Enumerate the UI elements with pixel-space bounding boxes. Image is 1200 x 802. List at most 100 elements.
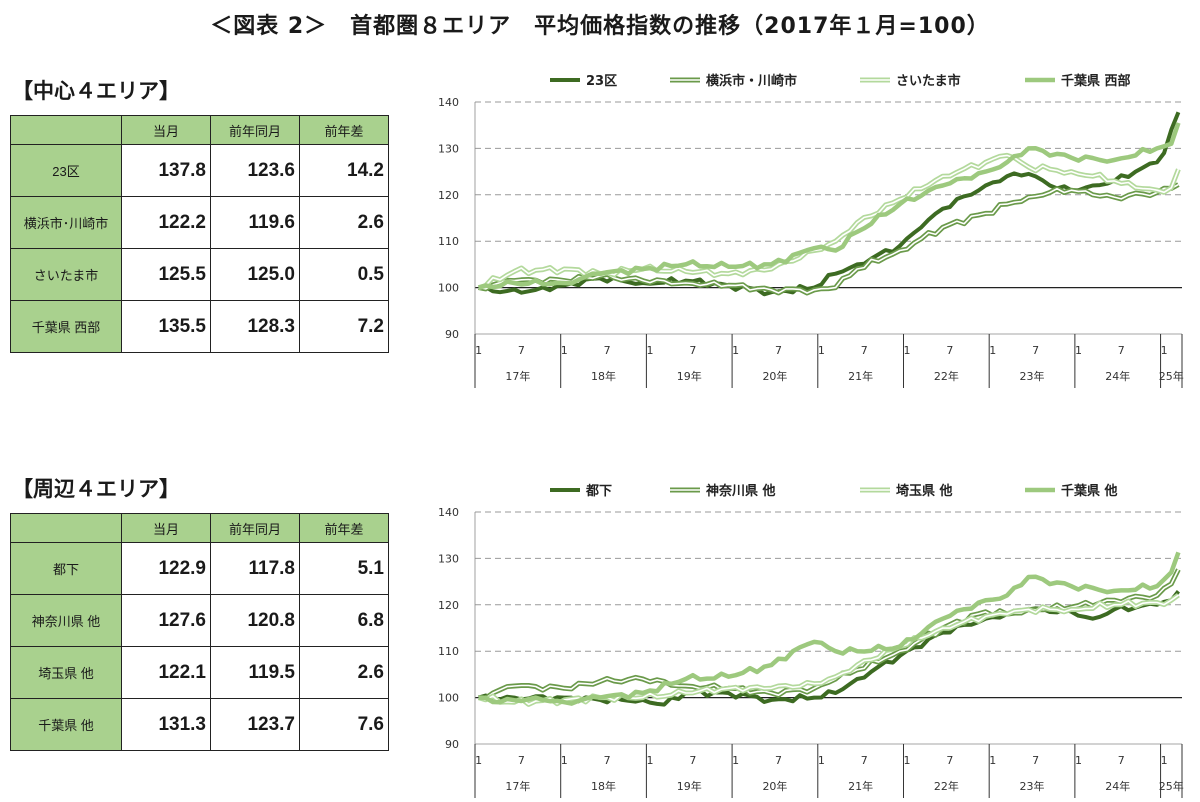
x-month-label: 7: [689, 754, 696, 767]
table-header-row: 当月 前年同月 前年差: [10, 115, 389, 145]
x-month-label: 1: [646, 754, 653, 767]
current-value: 131.3: [121, 698, 211, 751]
x-month-label: 1: [475, 754, 482, 767]
prev-value: 125.0: [210, 248, 300, 301]
outer-table: 当月 前年同月 前年差 都下 122.9 117.8 5.1 神奈川県 他 12…: [10, 513, 389, 751]
x-year-label: 20年: [762, 779, 787, 793]
header-current: 当月: [121, 115, 211, 145]
table-row: 横浜市･川崎市 122.2 119.6 2.6: [10, 196, 389, 249]
y-tick-label: 130: [438, 552, 459, 565]
x-year-label: 25年: [1159, 779, 1184, 793]
x-month-label: 1: [475, 344, 482, 357]
x-month-label: 1: [1075, 754, 1082, 767]
x-month-label: 7: [689, 344, 696, 357]
row-label: 千葉県 他: [10, 698, 122, 751]
prev-value: 119.5: [210, 646, 300, 699]
legend-label: 埼玉県 他: [896, 483, 953, 499]
table-row: 都下 122.9 117.8 5.1: [10, 542, 389, 595]
header-current: 当月: [121, 513, 211, 543]
x-year-label: 17年: [505, 779, 530, 793]
x-month-label: 1: [989, 344, 996, 357]
x-month-label: 1: [1075, 344, 1082, 357]
prev-value: 117.8: [210, 542, 300, 595]
legend-label: 都下: [585, 483, 612, 499]
prev-value: 120.8: [210, 594, 300, 647]
y-tick-label: 90: [445, 328, 459, 341]
diff-value: 14.2: [299, 144, 389, 197]
y-tick-label: 130: [438, 142, 459, 155]
current-value: 125.5: [121, 248, 211, 301]
diff-value: 7.2: [299, 300, 389, 353]
current-value: 127.6: [121, 594, 211, 647]
y-tick-label: 120: [438, 189, 459, 202]
x-year-label: 24年: [1105, 779, 1130, 793]
diff-value: 2.6: [299, 646, 389, 699]
header-prev: 前年同月: [210, 513, 300, 543]
x-month-label: 1: [904, 344, 911, 357]
x-year-label: 19年: [677, 369, 702, 383]
x-month-label: 7: [518, 754, 525, 767]
x-year-label: 22年: [934, 779, 959, 793]
central-areas-chart: 90 100 110 120 130 140 1 7 17年 1 7 18年 1 7 19年 1 7 20年 1 7 2…: [438, 73, 1184, 388]
central-table: 当月 前年同月 前年差 23区 137.8 123.6 14.2 横浜市･川崎市…: [10, 115, 389, 353]
y-tick-label: 90: [445, 738, 459, 751]
x-month-label: 1: [561, 754, 568, 767]
outer-areas-chart: 90 100 110 120 130 140 1 7 17年 1 7 18年 1 7 19年 1 7 20年 1 7 2…: [438, 483, 1184, 798]
x-month-label: 1: [732, 344, 739, 357]
table-row: 千葉県 他 131.3 123.7 7.6: [10, 698, 389, 751]
y-tick-label: 110: [438, 645, 459, 658]
current-value: 137.8: [121, 144, 211, 197]
x-month-label: 1: [646, 344, 653, 357]
current-value: 122.2: [121, 196, 211, 249]
x-month-label: 1: [989, 754, 996, 767]
row-label: 横浜市･川崎市: [10, 196, 122, 249]
y-tick-label: 110: [438, 235, 459, 248]
legend-label: 千葉県 西部: [1061, 73, 1131, 89]
legend-label: 横浜市・川崎市: [706, 73, 797, 89]
prev-value: 119.6: [210, 196, 300, 249]
x-month-label: 1: [732, 754, 739, 767]
y-tick-label: 140: [438, 506, 459, 519]
section-heading-central: 【中心４エリア】: [12, 79, 180, 103]
x-month-label: 1: [1161, 754, 1168, 767]
row-label: 23区: [10, 144, 122, 197]
x-month-label: 1: [1161, 344, 1168, 357]
row-label: 埼玉県 他: [10, 646, 122, 699]
section-heading-outer: 【周辺４エリア】: [12, 477, 180, 501]
legend-label: さいたま市: [896, 73, 961, 89]
x-year-label: 24年: [1105, 369, 1130, 383]
x-year-label: 17年: [505, 369, 530, 383]
table-row: 千葉県 西部 135.5 128.3 7.2: [10, 300, 389, 353]
x-year-label: 23年: [1020, 779, 1045, 793]
x-month-label: 7: [775, 344, 782, 357]
series-line-4: [477, 122, 1181, 290]
current-value: 122.9: [121, 542, 211, 595]
x-year-label: 20年: [762, 369, 787, 383]
diff-value: 7.6: [299, 698, 389, 751]
legend-label: 23区: [586, 74, 617, 89]
x-month-label: 7: [861, 754, 868, 767]
x-year-label: 25年: [1159, 369, 1184, 383]
prev-value: 128.3: [210, 300, 300, 353]
x-month-label: 7: [1032, 754, 1039, 767]
series-line-1: [478, 111, 1181, 297]
x-year-label: 23年: [1020, 369, 1045, 383]
legend-label: 神奈川県 他: [706, 483, 776, 499]
y-tick-label: 120: [438, 599, 459, 612]
header-prev: 前年同月: [210, 115, 300, 145]
x-month-label: 7: [775, 754, 782, 767]
row-label: さいたま市: [10, 248, 122, 301]
x-year-label: 21年: [848, 779, 873, 793]
prev-value: 123.7: [210, 698, 300, 751]
diff-value: 6.8: [299, 594, 389, 647]
row-label: 都下: [10, 542, 122, 595]
row-label: 千葉県 西部: [10, 300, 122, 353]
diff-value: 5.1: [299, 542, 389, 595]
x-year-label: 18年: [591, 779, 616, 793]
header-diff: 前年差: [299, 115, 389, 145]
current-value: 135.5: [121, 300, 211, 353]
x-month-label: 7: [861, 344, 868, 357]
x-month-label: 7: [1118, 754, 1125, 767]
figure-title: ＜図表 2＞ 首都圏８エリア 平均価格指数の推移（2017年１月=100）: [210, 14, 990, 39]
x-month-label: 7: [604, 344, 611, 357]
